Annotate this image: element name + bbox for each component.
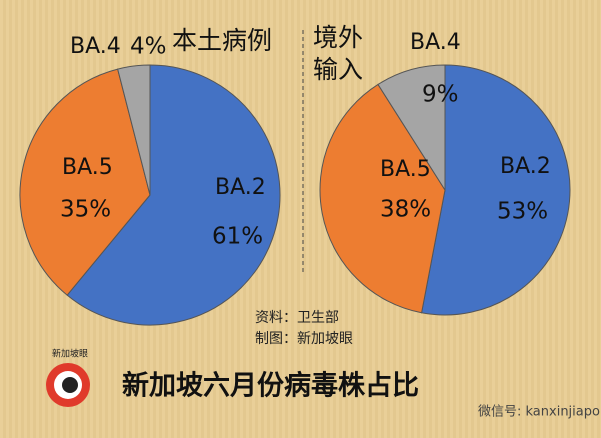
value-label: 61% xyxy=(212,224,263,250)
logo-text: 新加坡眼 xyxy=(52,348,88,360)
footer-title: 新加坡六月份病毒株占比 xyxy=(122,370,419,402)
slice-label: BA.5 xyxy=(62,155,113,180)
wechat: 微信号: kanxinjiapo xyxy=(478,405,600,420)
slice-label: BA.4 xyxy=(70,34,121,59)
source: 资料：卫生部 xyxy=(255,310,339,326)
logo-icon xyxy=(46,363,90,407)
slice-label: BA.5 xyxy=(380,157,431,182)
pie-slice xyxy=(66,64,281,326)
pie-slice xyxy=(19,68,151,296)
pie-slice xyxy=(377,64,446,192)
pie-slice xyxy=(420,64,571,316)
chart-title: 本土病例 xyxy=(172,26,272,55)
value-label: 9% xyxy=(422,82,459,108)
value-label: 4% xyxy=(130,34,167,60)
value-label: 53% xyxy=(497,199,548,225)
value-label: 35% xyxy=(60,197,111,223)
slice-label: BA.4 xyxy=(410,30,461,55)
made-by: 制图：新加坡眼 xyxy=(255,331,353,347)
slice-label: BA.2 xyxy=(500,154,551,179)
chart-title: 境外输入 xyxy=(313,23,364,84)
pie-slice xyxy=(117,64,151,196)
value-label: 38% xyxy=(380,197,431,223)
slice-label: BA.2 xyxy=(215,175,266,200)
